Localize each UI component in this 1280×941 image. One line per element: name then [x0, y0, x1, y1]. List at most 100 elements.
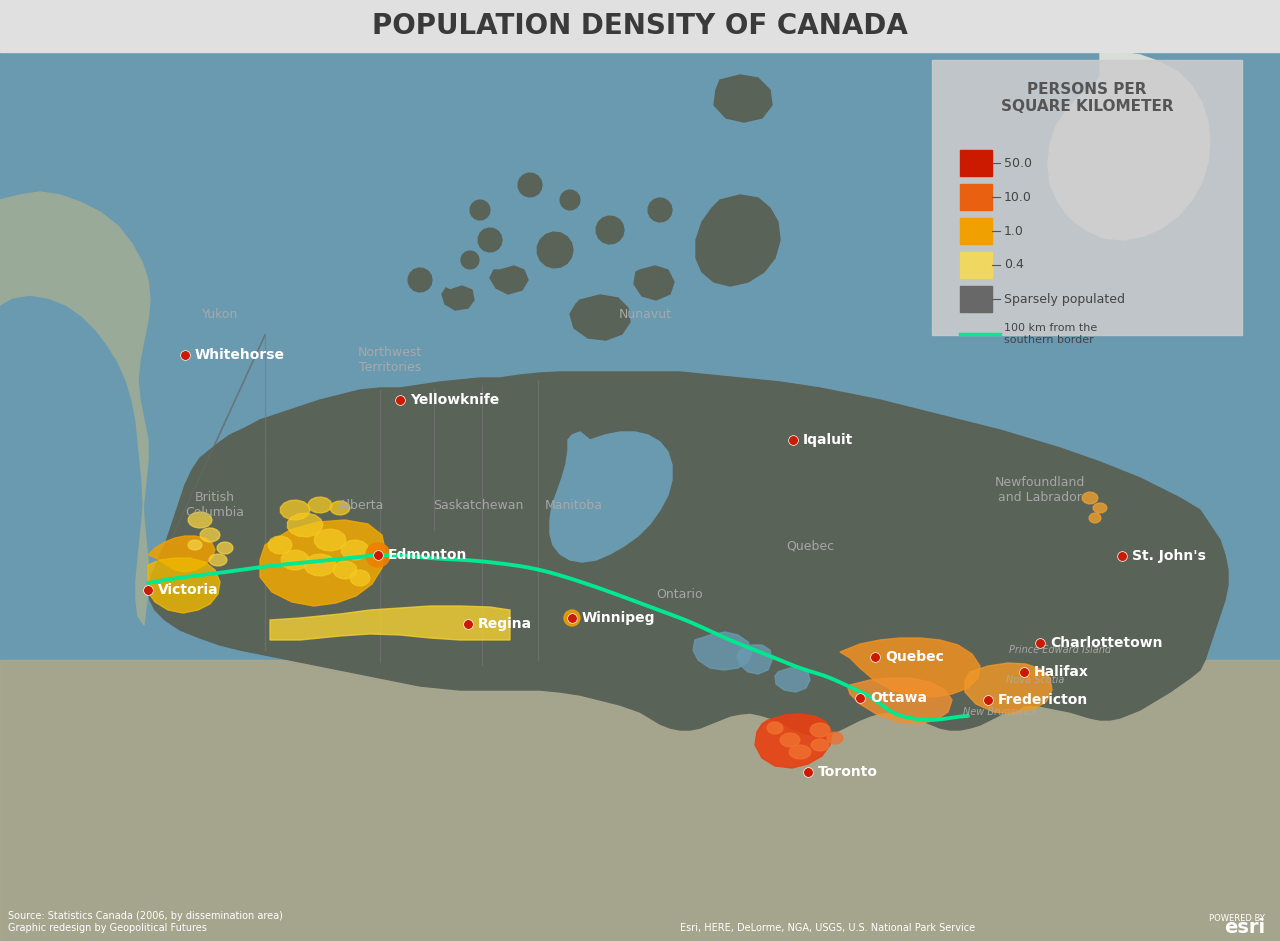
Polygon shape: [188, 540, 202, 550]
Polygon shape: [148, 372, 1228, 736]
Polygon shape: [737, 645, 772, 674]
Text: Yukon: Yukon: [202, 309, 238, 322]
Polygon shape: [692, 632, 753, 670]
Text: 50.0: 50.0: [1004, 156, 1032, 169]
Polygon shape: [342, 540, 369, 560]
Polygon shape: [442, 286, 474, 310]
Circle shape: [564, 610, 580, 626]
Bar: [932, 60, 1242, 335]
Circle shape: [366, 543, 390, 567]
Text: esri: esri: [1224, 918, 1265, 937]
Bar: [0, 660, 1280, 941]
Text: Whitehorse: Whitehorse: [195, 348, 285, 362]
Text: British
Columbia: British Columbia: [186, 491, 244, 519]
Polygon shape: [781, 733, 800, 747]
Text: Toronto: Toronto: [818, 765, 878, 779]
Text: 1.0: 1.0: [1004, 225, 1024, 237]
Polygon shape: [849, 678, 952, 724]
Text: POPULATION DENSITY OF CANADA: POPULATION DENSITY OF CANADA: [372, 12, 908, 40]
Text: Nunavut: Nunavut: [618, 309, 672, 322]
Polygon shape: [209, 554, 227, 566]
Polygon shape: [774, 668, 810, 692]
Polygon shape: [810, 723, 829, 737]
Text: Edmonton: Edmonton: [388, 548, 467, 562]
Polygon shape: [148, 558, 220, 613]
Polygon shape: [755, 714, 832, 768]
Polygon shape: [315, 529, 346, 550]
Polygon shape: [282, 550, 308, 570]
Bar: [0, 0, 1280, 52]
Text: Quebec: Quebec: [884, 650, 943, 664]
Text: Manitoba: Manitoba: [545, 499, 603, 512]
Polygon shape: [1083, 492, 1098, 504]
Polygon shape: [333, 561, 357, 579]
Text: 0.4: 0.4: [1004, 259, 1024, 272]
Polygon shape: [461, 251, 479, 269]
Polygon shape: [840, 638, 980, 697]
Polygon shape: [308, 497, 332, 513]
Polygon shape: [479, 228, 502, 252]
Polygon shape: [270, 606, 509, 640]
Text: Esri, HERE, DeLorme, NGA, USGS, U.S. National Park Service: Esri, HERE, DeLorme, NGA, USGS, U.S. Nat…: [680, 923, 975, 933]
Text: Ottawa: Ottawa: [870, 691, 927, 705]
Text: Alberta: Alberta: [339, 499, 385, 512]
Text: Saskatchewan: Saskatchewan: [433, 499, 524, 512]
Polygon shape: [827, 732, 844, 744]
Polygon shape: [470, 200, 490, 220]
Bar: [960, 218, 992, 244]
Polygon shape: [570, 295, 630, 340]
Polygon shape: [1093, 503, 1107, 513]
Polygon shape: [812, 739, 829, 751]
Text: Quebec: Quebec: [786, 539, 835, 552]
Polygon shape: [0, 192, 150, 625]
Polygon shape: [1089, 513, 1101, 523]
Text: Prince Edward Island: Prince Edward Island: [1009, 645, 1111, 655]
Text: Victoria: Victoria: [157, 583, 219, 597]
Polygon shape: [714, 75, 772, 122]
Text: Halifax: Halifax: [1034, 665, 1089, 679]
Polygon shape: [408, 268, 433, 292]
Text: 10.0: 10.0: [1004, 190, 1032, 203]
Polygon shape: [561, 190, 580, 210]
Text: 100 km from the
southern border: 100 km from the southern border: [1004, 323, 1097, 344]
Text: Sparsely populated: Sparsely populated: [1004, 293, 1125, 306]
Text: Iqaluit: Iqaluit: [803, 433, 854, 447]
Polygon shape: [550, 432, 672, 562]
Polygon shape: [1070, 482, 1130, 532]
Polygon shape: [288, 513, 323, 537]
Text: Nova Scotia: Nova Scotia: [1006, 675, 1064, 685]
Polygon shape: [977, 676, 1030, 714]
Text: Winnipeg: Winnipeg: [582, 611, 655, 625]
Polygon shape: [790, 745, 812, 759]
Text: Source: Statistics Canada (2006, by dissemination area)
Graphic redesign by Geop: Source: Statistics Canada (2006, by diss…: [8, 912, 283, 933]
Text: PERSONS PER
SQUARE KILOMETER: PERSONS PER SQUARE KILOMETER: [1001, 82, 1174, 115]
Polygon shape: [188, 512, 212, 528]
Bar: [960, 252, 992, 278]
Polygon shape: [648, 198, 672, 222]
Polygon shape: [596, 216, 625, 244]
Polygon shape: [269, 536, 292, 554]
Polygon shape: [518, 173, 541, 197]
Bar: [960, 150, 992, 176]
Text: POWERED BY: POWERED BY: [1210, 914, 1265, 923]
Text: Yellowknife: Yellowknife: [410, 393, 499, 407]
Polygon shape: [305, 554, 335, 576]
Text: Northwest
Territories: Northwest Territories: [358, 346, 422, 374]
Text: St. John's: St. John's: [1132, 549, 1206, 563]
Polygon shape: [538, 232, 573, 268]
Polygon shape: [965, 663, 1052, 714]
Polygon shape: [148, 536, 215, 572]
Bar: [960, 184, 992, 210]
Polygon shape: [767, 722, 783, 734]
Bar: [960, 286, 992, 312]
Text: Newfoundland
and Labrador: Newfoundland and Labrador: [995, 476, 1085, 504]
Text: Fredericton: Fredericton: [998, 693, 1088, 707]
Polygon shape: [260, 520, 385, 606]
Text: Regina: Regina: [477, 617, 532, 631]
Polygon shape: [218, 542, 233, 554]
Text: Charlottetown: Charlottetown: [1050, 636, 1162, 650]
Polygon shape: [696, 195, 780, 286]
Text: Ontario: Ontario: [657, 588, 703, 601]
Polygon shape: [351, 570, 370, 586]
Polygon shape: [634, 266, 675, 300]
